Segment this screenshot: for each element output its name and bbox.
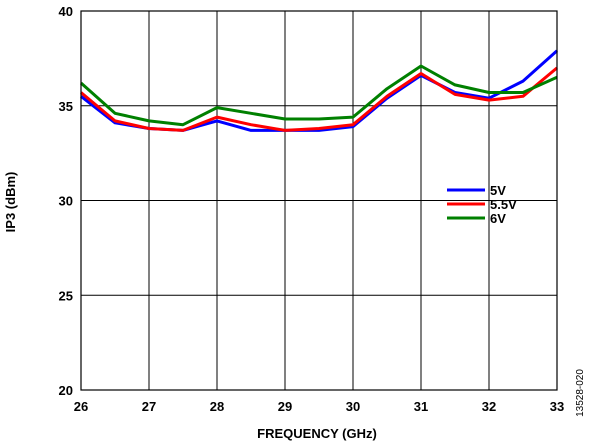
x-tick-label: 31 [414, 399, 428, 414]
x-tick-label: 30 [346, 399, 360, 414]
y-tick-label: 25 [59, 288, 73, 303]
legend-label: 5V [490, 183, 506, 198]
x-tick-labels: 26 27 28 29 30 31 32 33 [74, 399, 564, 414]
legend-label: 5.5V [490, 197, 517, 212]
y-tick-labels: 20 25 30 35 40 [59, 4, 73, 398]
plot-frame [80, 10, 558, 391]
x-tick-label: 32 [482, 399, 496, 414]
legend-label: 6V [490, 211, 506, 226]
series-layer [80, 49, 558, 132]
grid [80, 10, 558, 391]
series-line-5-5V [80, 66, 558, 132]
y-axis-label: IP3 (dBm) [3, 172, 18, 233]
figure-id: 13528-020 [575, 369, 586, 417]
x-tick-label: 29 [278, 399, 292, 414]
x-tick-label: 26 [74, 399, 88, 414]
x-tick-label: 27 [142, 399, 156, 414]
x-tick-label: 28 [210, 399, 224, 414]
y-tick-label: 20 [59, 383, 73, 398]
x-axis-label: FREQUENCY (GHz) [257, 426, 377, 441]
x-tick-label: 33 [550, 399, 564, 414]
y-tick-label: 30 [59, 194, 73, 209]
y-tick-label: 35 [59, 99, 73, 114]
series-line-6V [80, 64, 558, 127]
y-tick-label: 40 [59, 4, 73, 19]
